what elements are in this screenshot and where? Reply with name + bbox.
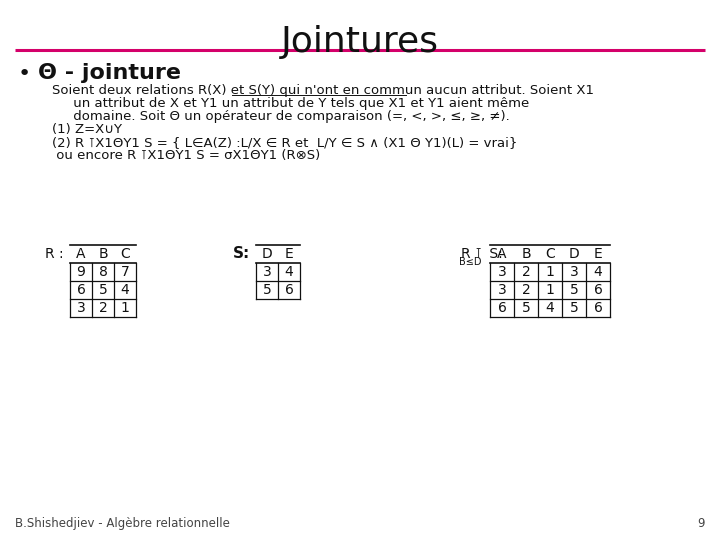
Text: Jointures: Jointures: [281, 25, 439, 59]
Text: (1) Z=X∪Y: (1) Z=X∪Y: [52, 123, 122, 136]
Text: C: C: [545, 247, 555, 261]
Text: •: •: [18, 64, 31, 84]
Text: 4: 4: [593, 265, 603, 279]
Text: 9: 9: [698, 517, 705, 530]
Text: D: D: [569, 247, 580, 261]
Text: 5: 5: [570, 301, 578, 315]
Text: A: A: [76, 247, 86, 261]
Text: Soient deux relations R(X) et S(Y) qui n'ont en commun aucun attribut. Soient X1: Soient deux relations R(X) et S(Y) qui n…: [52, 84, 594, 97]
Text: 6: 6: [593, 283, 603, 297]
Text: 5: 5: [263, 283, 271, 297]
Text: 4: 4: [284, 265, 293, 279]
Text: Θ - jointure: Θ - jointure: [38, 63, 181, 83]
Text: R ⊺: R ⊺: [461, 247, 482, 261]
Text: 3: 3: [498, 283, 506, 297]
Text: S:: S:: [233, 246, 250, 261]
Text: 5: 5: [99, 283, 107, 297]
Text: S:: S:: [485, 247, 503, 261]
Text: B: B: [521, 247, 531, 261]
Text: 3: 3: [263, 265, 271, 279]
Text: 2: 2: [521, 265, 531, 279]
Text: 4: 4: [546, 301, 554, 315]
Text: B≤D: B≤D: [459, 257, 481, 267]
Text: ou encore R ⊺X1ΘY1 S = σX1ΘY1 (R⊗S): ou encore R ⊺X1ΘY1 S = σX1ΘY1 (R⊗S): [52, 149, 320, 162]
Text: D: D: [261, 247, 272, 261]
Text: 6: 6: [284, 283, 294, 297]
Text: 2: 2: [521, 283, 531, 297]
Text: 1: 1: [546, 265, 554, 279]
Text: A: A: [498, 247, 507, 261]
Text: 5: 5: [521, 301, 531, 315]
Text: B.Shishedjiev - Algèbre relationnelle: B.Shishedjiev - Algèbre relationnelle: [15, 517, 230, 530]
Text: 3: 3: [570, 265, 578, 279]
Text: 6: 6: [593, 301, 603, 315]
Text: 4: 4: [121, 283, 130, 297]
Text: 2: 2: [99, 301, 107, 315]
Text: B: B: [98, 247, 108, 261]
Text: C: C: [120, 247, 130, 261]
Text: 6: 6: [498, 301, 506, 315]
Text: R :: R :: [45, 247, 64, 261]
Text: (2) R ⊺X1ΘY1 S = { L∈A(Z) :L/X ∈ R et  L/Y ∈ S ∧ (X1 Θ Y1)(L) = vrai}: (2) R ⊺X1ΘY1 S = { L∈A(Z) :L/X ∈ R et L/…: [52, 136, 518, 149]
Text: un attribut de X et Y1 un attribut de Y tels que X1 et Y1 aient même: un attribut de X et Y1 un attribut de Y …: [52, 97, 529, 110]
Text: E: E: [593, 247, 603, 261]
Text: 3: 3: [498, 265, 506, 279]
Text: E: E: [284, 247, 293, 261]
Text: 6: 6: [76, 283, 86, 297]
Text: 8: 8: [99, 265, 107, 279]
Text: 9: 9: [76, 265, 86, 279]
Text: 5: 5: [570, 283, 578, 297]
Text: 1: 1: [120, 301, 130, 315]
Text: domaine. Soit Θ un opérateur de comparaison (=, <, >, ≤, ≥, ≠).: domaine. Soit Θ un opérateur de comparai…: [52, 110, 510, 123]
Text: 3: 3: [76, 301, 86, 315]
Text: 7: 7: [121, 265, 130, 279]
Text: 1: 1: [546, 283, 554, 297]
